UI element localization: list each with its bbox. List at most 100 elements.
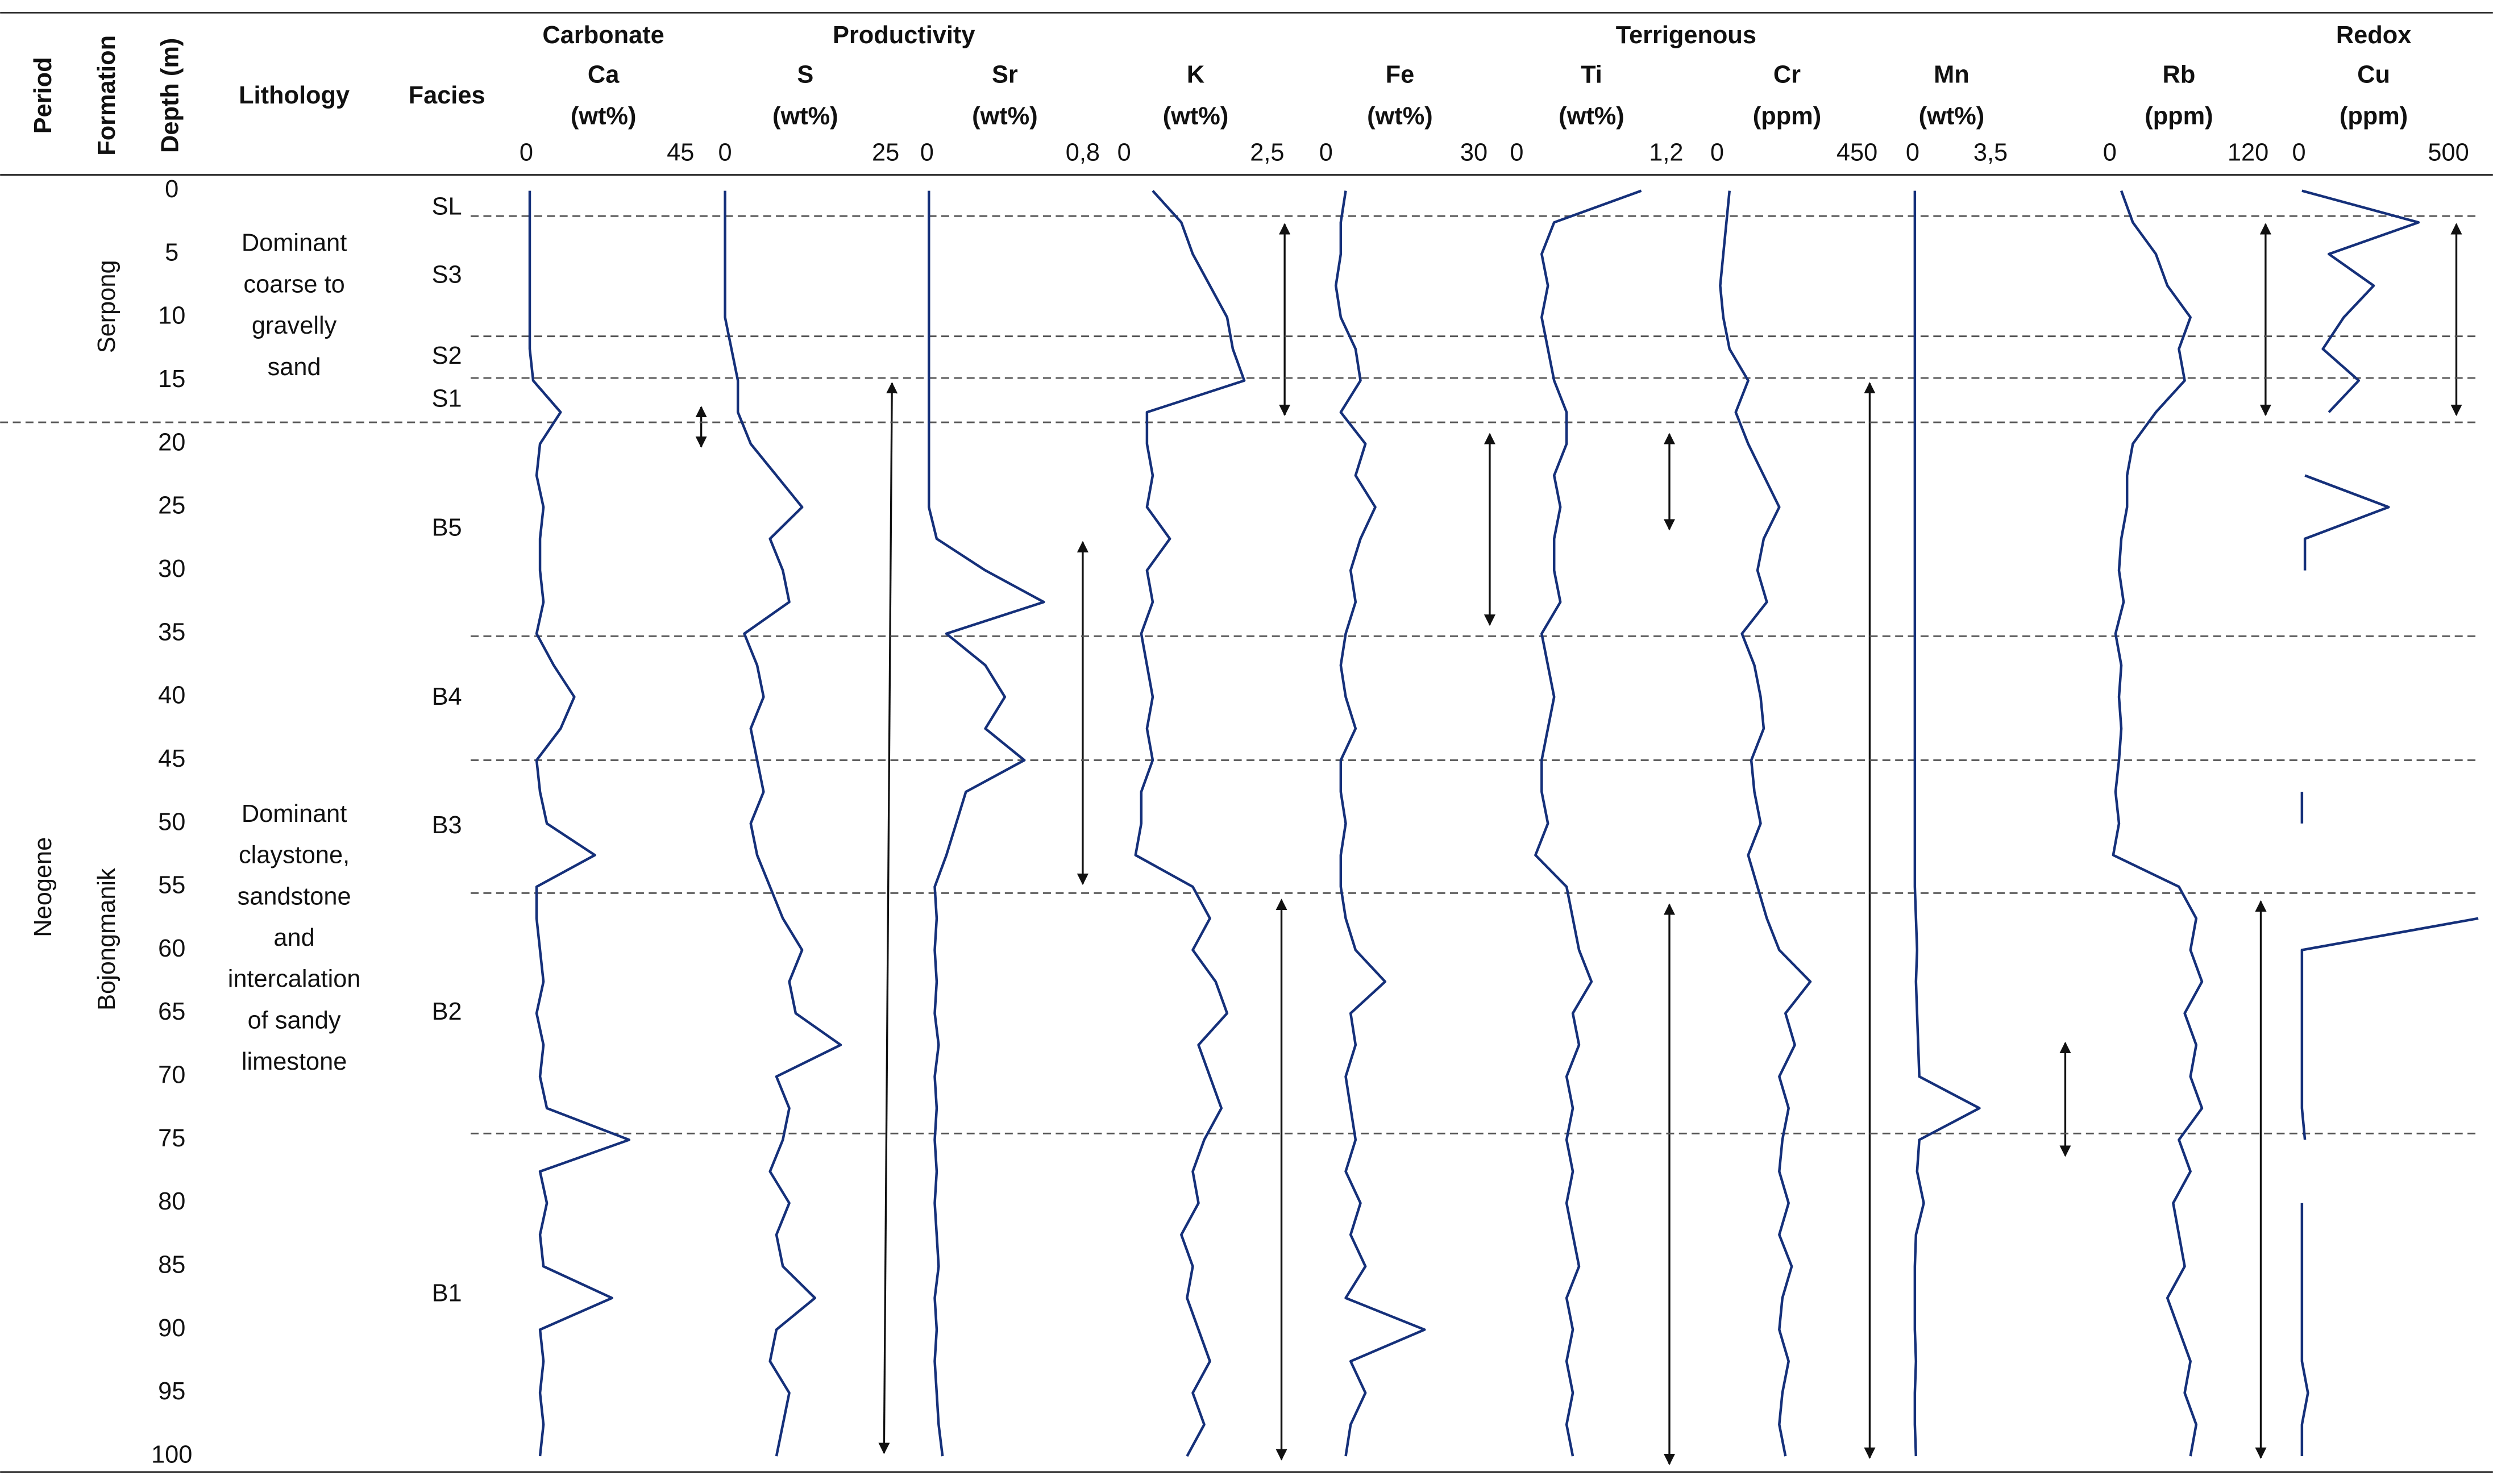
depth-tick-label: 95 [158, 1378, 185, 1405]
x-tick-label: 0 [718, 139, 732, 167]
x-tick-label: 0 [1906, 139, 1919, 167]
facies-label: S2 [432, 342, 462, 369]
facies-label: B4 [432, 683, 462, 710]
formation-label: Serpong [93, 260, 121, 353]
log-curve [1334, 190, 1426, 1457]
depth-tick-label: 45 [158, 745, 185, 772]
facies-label: S3 [432, 261, 462, 288]
lithology-text: limestone [242, 1048, 347, 1075]
log-curve [1134, 190, 1246, 1457]
trend-arrows [695, 223, 2462, 1466]
depth-tick-label: 65 [158, 998, 185, 1025]
x-tick-label: 45 [667, 139, 694, 167]
facies-label: SL [432, 193, 462, 221]
lithology-text: intercalation [228, 966, 361, 993]
facies-label: B3 [432, 812, 462, 839]
lithology-text: Dominant [242, 800, 347, 828]
depth-tick-label: 55 [158, 872, 185, 899]
x-tick-label: 3,5 [1973, 139, 2008, 167]
facies-label: B5 [432, 514, 462, 542]
depth-tick-label: 10 [158, 302, 185, 330]
depth-tick-label: 5 [165, 239, 178, 266]
x-tick-label: 0 [2292, 139, 2306, 167]
lithology-text: claystone, [239, 842, 350, 869]
lithology-header: Lithology [239, 82, 350, 109]
x-tick-label: 0 [1319, 139, 1333, 167]
depth-tick-label: 20 [158, 429, 185, 456]
x-tick-label: 450 [1836, 139, 1877, 167]
series-name: Ca [588, 61, 620, 89]
x-tick-label: 0 [2103, 139, 2117, 167]
depth-tick-label: 25 [158, 492, 185, 519]
series-unit: (wt%) [1559, 102, 1624, 130]
group-label: Productivity [833, 22, 975, 49]
depth-tick-label: 90 [158, 1315, 185, 1342]
facies-label: S1 [432, 385, 462, 413]
log-curve [1913, 190, 1981, 1457]
series-unit: (wt%) [772, 102, 838, 130]
depth-tick-label: 75 [158, 1125, 185, 1152]
series-unit: (wt%) [1919, 102, 1985, 130]
log-curve [1719, 190, 1812, 1457]
group-label: Carbonate [542, 22, 664, 49]
series-name: Sr [992, 61, 1018, 89]
x-tick-label: 0 [520, 139, 533, 167]
depth-header: Depth (m) [157, 38, 184, 153]
x-tick-label: 25 [872, 139, 899, 167]
lithology-text: gravelly [252, 312, 337, 339]
x-tick-label: 1,2 [1649, 139, 1683, 167]
depth-tick-label: 60 [158, 935, 185, 962]
facies-label: B1 [432, 1280, 462, 1307]
depth-tick-label: 85 [158, 1252, 185, 1279]
depth-tick-label: 15 [158, 365, 185, 393]
series-name: S [797, 61, 813, 89]
series-unit: (ppm) [2145, 102, 2213, 130]
facies-header: Facies [409, 82, 485, 109]
x-tick-label: 0 [1510, 139, 1523, 167]
series-unit: (wt%) [1367, 102, 1433, 130]
formation-label: Bojongmanik [93, 868, 121, 1011]
log-curve [928, 190, 1045, 1457]
log-curve [1534, 189, 1642, 1457]
series-unit: (wt%) [972, 102, 1038, 130]
depth-tick-label: 0 [165, 176, 178, 203]
series-name: Fe [1386, 61, 1415, 89]
period-label: Neogene [30, 837, 57, 937]
series-name: Rb [2163, 61, 2196, 89]
lithology-text: sandstone [238, 883, 351, 910]
series-unit: (ppm) [2340, 102, 2408, 130]
x-tick-label: 0 [1710, 139, 1724, 167]
log-curve [724, 190, 842, 1457]
depth-tick-label: 30 [158, 555, 185, 583]
lithology-text: of sandy [248, 1007, 341, 1034]
x-tick-label: 0 [920, 139, 934, 167]
series-name: K [1187, 61, 1204, 89]
x-tick-label: 0,8 [1066, 139, 1100, 167]
depth-tick-label: 80 [158, 1188, 185, 1215]
x-tick-label: 120 [2228, 139, 2268, 167]
log-curve [2300, 189, 2479, 1457]
series-name: Cu [2357, 61, 2390, 89]
facies-label: B2 [432, 998, 462, 1025]
depth-tick-label: 40 [158, 682, 185, 709]
series-unit: (wt%) [571, 102, 637, 130]
x-tick-label: 500 [2428, 139, 2469, 167]
series-name: Mn [1934, 61, 1970, 89]
log-curve [528, 190, 631, 1457]
lithology-text: coarse to [243, 271, 344, 298]
x-tick-label: 2,5 [1250, 139, 1284, 167]
group-label: Redox [2336, 22, 2411, 49]
log-curve [2112, 190, 2204, 1457]
lithology-text: sand [268, 354, 321, 381]
depth-tick-label: 100 [151, 1441, 192, 1469]
formation-header: Formation [93, 35, 121, 156]
x-tick-label: 30 [1460, 139, 1488, 167]
depth-tick-label: 35 [158, 618, 185, 646]
series-name: Ti [1581, 61, 1602, 89]
x-tick-label: 0 [1117, 139, 1131, 167]
depth-tick-label: 50 [158, 808, 185, 835]
lithology-text: and [273, 924, 314, 951]
arrow [878, 382, 898, 1454]
series-unit: (wt%) [1163, 102, 1229, 130]
